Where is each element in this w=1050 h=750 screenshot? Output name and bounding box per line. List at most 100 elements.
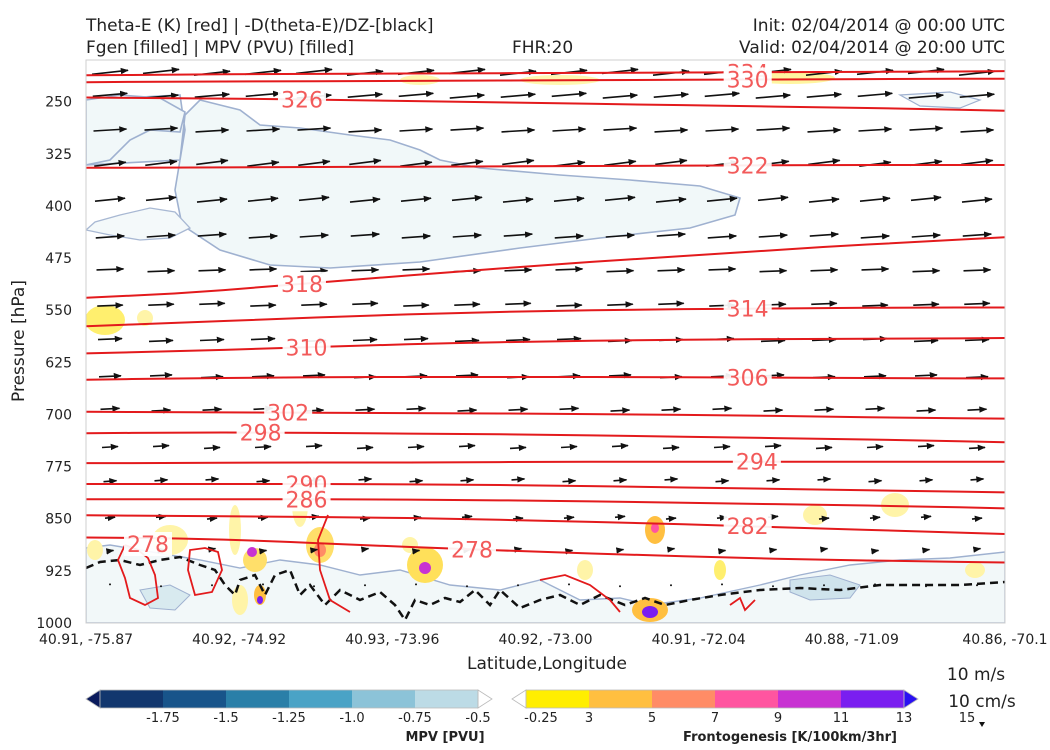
wind-vector-dot bbox=[619, 585, 621, 588]
contour-label-bg bbox=[124, 532, 172, 556]
contour-label-278-left: 278 bbox=[127, 533, 169, 558]
wind-vector bbox=[202, 406, 223, 413]
wind-vector bbox=[959, 91, 996, 99]
wind-vector bbox=[103, 478, 118, 485]
colorbar-tick-label: -1.0 bbox=[339, 711, 364, 726]
contour-label-bg bbox=[282, 335, 331, 360]
wind-vector bbox=[760, 337, 786, 344]
wind-vectors bbox=[91, 67, 996, 588]
wind-vector bbox=[105, 548, 115, 555]
wind-vector bbox=[297, 125, 332, 132]
wind-vector bbox=[819, 546, 829, 553]
wind-vector bbox=[866, 443, 884, 451]
theta-e-contours: 3343303263223183143103063022982942902862… bbox=[86, 60, 1005, 564]
wind-vector bbox=[665, 515, 677, 523]
wind-vector bbox=[146, 232, 177, 239]
wind-vector bbox=[352, 336, 378, 343]
wind-vector bbox=[715, 478, 730, 485]
x-tick-label: 40.92, -73.00 bbox=[498, 632, 592, 648]
wind-vector bbox=[206, 515, 218, 523]
wind-vector bbox=[401, 233, 432, 240]
wind-vector bbox=[457, 407, 478, 414]
wind-vector bbox=[347, 91, 384, 99]
wind-vector bbox=[298, 194, 330, 202]
wind-vector bbox=[868, 478, 883, 485]
wind-vector bbox=[351, 266, 380, 274]
y-tick-label: 625 bbox=[45, 355, 72, 371]
wind-vector bbox=[862, 302, 889, 309]
wind-vector bbox=[145, 194, 177, 202]
wind-vector bbox=[606, 267, 635, 275]
y-tick-label: 400 bbox=[45, 199, 72, 215]
mpv-colorbar-label: MPV [PVU] bbox=[405, 730, 484, 745]
wind-vector bbox=[91, 67, 129, 76]
wind-vector bbox=[972, 546, 982, 553]
wind-vector bbox=[295, 67, 333, 75]
wind-vector bbox=[454, 301, 481, 308]
wind-vector bbox=[964, 300, 991, 307]
wind-vector bbox=[911, 232, 942, 239]
colorbar-segment bbox=[415, 690, 478, 708]
colorbar-tick-label: 5 bbox=[648, 711, 656, 726]
wind-vector-dot bbox=[670, 584, 672, 587]
wind-vector bbox=[349, 196, 381, 204]
wind-vector bbox=[254, 443, 272, 451]
wind-vector bbox=[910, 194, 942, 202]
wind-vector-dot bbox=[823, 584, 825, 587]
wind-vector bbox=[655, 196, 687, 204]
wind-vector bbox=[196, 196, 228, 204]
wind-vector-dot bbox=[466, 585, 468, 588]
wind-vector-dot bbox=[313, 585, 315, 588]
wind-vector bbox=[100, 405, 121, 412]
wind-vector bbox=[145, 159, 178, 167]
theta-e-contour-298 bbox=[86, 431, 1005, 444]
frontogenesis-colorbar: 3 5 7 9 11 13 15 bbox=[511, 689, 975, 726]
colorbar-tick-label: -0.25 bbox=[524, 711, 558, 726]
wind-vector bbox=[245, 90, 282, 98]
forecast-hour: FHR:20 bbox=[512, 38, 573, 58]
wind-vector bbox=[501, 127, 536, 134]
contour-label-318: 318 bbox=[281, 273, 323, 298]
wind-vector bbox=[655, 158, 688, 166]
wind-vector bbox=[917, 442, 935, 450]
colorbar-tick-label: -1.5 bbox=[213, 711, 238, 726]
y-tick-label: 325 bbox=[45, 147, 72, 163]
wind-vector bbox=[556, 302, 583, 309]
wind-vector bbox=[197, 231, 228, 238]
wind-vector bbox=[768, 547, 778, 554]
wind-vector bbox=[764, 442, 782, 450]
y-tick-label: 925 bbox=[45, 564, 72, 580]
contour-label-294: 294 bbox=[736, 451, 778, 476]
wind-vector bbox=[607, 301, 634, 308]
colorbar-segment bbox=[778, 690, 841, 708]
wind-vector bbox=[605, 232, 636, 239]
wind-vector bbox=[246, 126, 281, 133]
wind-vector bbox=[919, 477, 934, 484]
wind-vector bbox=[504, 266, 533, 274]
wind-vector bbox=[870, 548, 880, 555]
theta-e-contour-318 bbox=[86, 236, 1005, 299]
wind-vector bbox=[860, 233, 891, 240]
wind-vector bbox=[865, 405, 886, 412]
wind-vector bbox=[661, 406, 682, 413]
wind-vector bbox=[916, 407, 937, 414]
wind-vector bbox=[305, 442, 323, 450]
contour-label-bg bbox=[723, 296, 772, 321]
init-time: Init: 02/04/2014 @ 00:00 UTC bbox=[753, 16, 1005, 36]
wind-vector bbox=[251, 372, 275, 380]
contour-label-326: 326 bbox=[281, 88, 323, 113]
wind-vector bbox=[759, 267, 788, 275]
wind-vector bbox=[302, 372, 326, 379]
colorbar-tick-label: 13 bbox=[896, 711, 913, 726]
x-axis: 40.91, -75.87 40.92, -74.92 40.93, -73.96 4… bbox=[39, 632, 1048, 648]
wind-vector bbox=[248, 233, 279, 240]
wind-vector bbox=[451, 194, 483, 202]
wind-vector bbox=[756, 125, 791, 132]
vector-key-horizontal: 10 m/s bbox=[947, 665, 1005, 685]
wind-vector bbox=[555, 265, 584, 273]
wind-vector bbox=[249, 265, 278, 273]
wind-vector bbox=[964, 336, 990, 343]
theta-e-contour-278 bbox=[86, 536, 1005, 564]
contour-label-310: 310 bbox=[286, 336, 328, 361]
wind-vector bbox=[403, 302, 430, 309]
